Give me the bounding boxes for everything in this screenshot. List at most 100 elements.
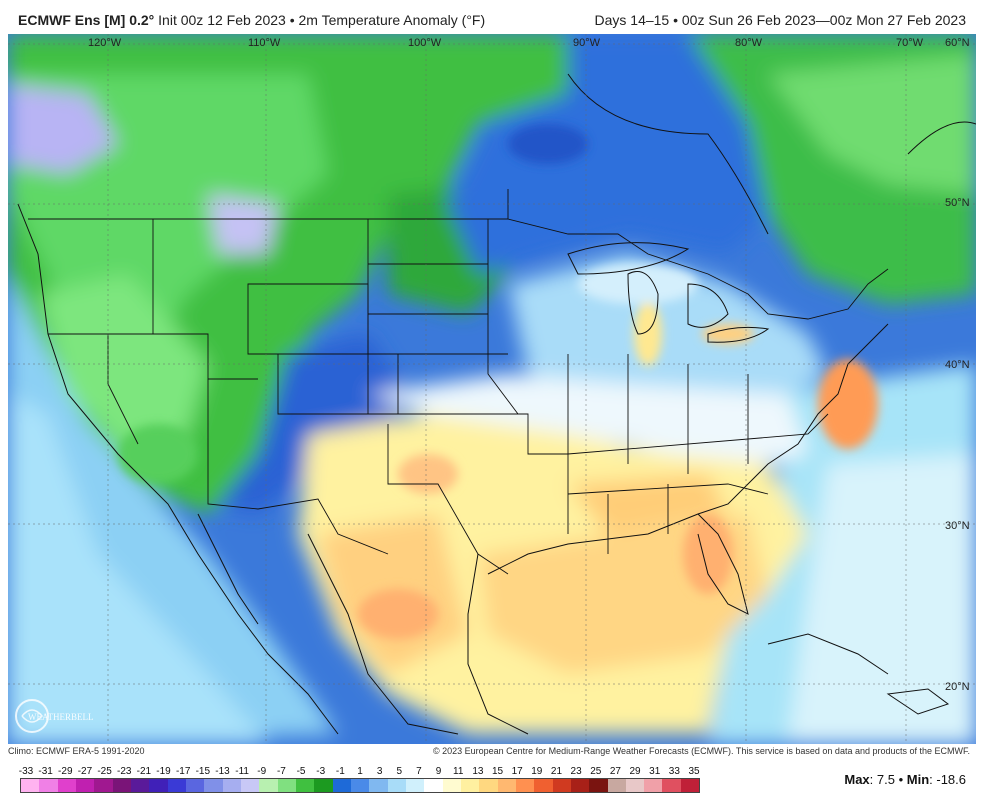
montana-lavender (208, 194, 278, 254)
legend-swatch (112, 779, 131, 792)
hudson-blue (448, 34, 768, 274)
legend-swatch (680, 779, 700, 792)
lake-erie (707, 326, 770, 343)
legend-tick-label: -3 (316, 766, 326, 777)
init-text: Init 00z 12 Feb 2023 • 2m Temperature An… (154, 12, 486, 28)
legend-swatch (625, 779, 645, 792)
legend-swatch (75, 779, 95, 792)
legend-tick-label: -7 (276, 766, 286, 777)
cuba (767, 633, 889, 675)
legend-tick-label: -33 (18, 766, 34, 777)
texas-panhandle-orange (398, 454, 458, 494)
legend-swatch (167, 779, 186, 792)
graticule (8, 34, 976, 744)
lat-label-60n: 60°N (945, 37, 970, 49)
legend-tick-label: 1 (357, 766, 363, 777)
legend-tick-label: -1 (335, 766, 345, 777)
legend-swatch (589, 779, 608, 792)
legend-tick-label: 31 (649, 766, 661, 777)
legend-tick-label: 19 (531, 766, 543, 777)
logo-text: WEATHERBELL (28, 712, 94, 722)
legend-tick-label: -23 (117, 766, 132, 777)
degree-symbol: ° (148, 12, 155, 28)
legend-tick-label: 33 (668, 766, 680, 777)
legend-tick-label: 29 (629, 766, 641, 777)
legend-swatch (332, 779, 351, 792)
lake-superior (567, 242, 690, 275)
legend-tick-label: 27 (609, 766, 621, 777)
legend-tick-label: -15 (195, 766, 211, 777)
legend-swatch (314, 779, 333, 792)
political-borders (28, 189, 889, 575)
lake-superior-pale (578, 264, 698, 304)
valid-time: Days 14–15 • 00z Sun 26 Feb 2023—00z Mon… (594, 12, 967, 28)
gulf-states-line (567, 483, 769, 495)
lat-label-20n: 20°N (945, 681, 970, 693)
midwest-state-lines (567, 354, 749, 474)
legend-tick-label: -5 (296, 766, 306, 777)
min-label: Min (906, 772, 930, 787)
legend-tick-label: -31 (38, 766, 53, 777)
legend-tick-label: -9 (257, 766, 267, 777)
color-legend: -33 -31 -29 -27 -25 -23 -21 -19 -17 -15 -13 -11 -9 -7… (18, 766, 700, 793)
atlantic-pale (788, 454, 976, 744)
lat-label-50n: 50°N (945, 197, 970, 209)
legend-swatch (222, 779, 241, 792)
map-svg: 120°W 110°W 100°W 90°W 80°W 70°W 60°N 50… (8, 34, 976, 744)
bc-lavender (8, 84, 118, 174)
legend-swatch (39, 779, 58, 792)
legend-tick-label: 25 (590, 766, 602, 777)
legend-swatch (662, 779, 681, 792)
legend-swatch (515, 779, 535, 792)
florida-orange (683, 514, 733, 594)
legend-swatch (94, 779, 113, 792)
legend-swatch (534, 779, 553, 792)
chart-title: ECMWF Ens [M] 0.2° Init 00z 12 Feb 2023 … (18, 12, 485, 28)
legend-tick-label: -17 (175, 766, 191, 777)
legend-swatch (387, 779, 406, 792)
lon-label-100w: 100°W (408, 37, 442, 49)
legend-swatch (240, 779, 260, 792)
legend-tick-label: 9 (435, 766, 442, 777)
ok-ar-line (378, 413, 569, 534)
tn-nc-line (567, 413, 829, 455)
legend-swatch (570, 779, 590, 792)
legend-tick-label: 7 (416, 766, 422, 777)
max-value: : 7.5 • (869, 772, 907, 787)
mexico-west-coast (307, 533, 459, 735)
mexico-gulf-coast (467, 553, 529, 735)
lat-label-30n: 30°N (945, 520, 970, 532)
model-name: ECMWF Ens [M] 0.2 (18, 12, 149, 28)
legend-tick-label: 5 (396, 766, 403, 777)
az-mexico-border (207, 379, 389, 555)
texas-outline (387, 424, 509, 575)
max-label: Max (844, 772, 870, 787)
legend-tick-label: 15 (491, 766, 504, 777)
legend-tick-label: -25 (97, 766, 112, 777)
legend-tick-label: -13 (215, 766, 230, 777)
anomaly-field (8, 34, 976, 744)
legend-swatch (204, 779, 223, 792)
anomaly-map[interactable]: 120°W 110°W 100°W 90°W 80°W 70°W 60°N 50… (8, 34, 976, 744)
lake-michigan (627, 271, 659, 335)
hispaniola (886, 688, 950, 715)
legend-tick-label: 13 (472, 766, 484, 777)
lake-huron (687, 283, 729, 328)
pacific-coast (17, 203, 339, 735)
legend-swatch (277, 779, 296, 792)
midsouth-white (368, 374, 808, 474)
legend-swatch (460, 779, 480, 792)
lon-label-120w: 120°W (88, 37, 122, 49)
legend-tick-label: 3 (376, 766, 383, 777)
min-value: : -18.6 (929, 772, 966, 787)
legend-swatch (295, 779, 315, 792)
hudson-bay-coast (567, 73, 769, 235)
lon-label-110w: 110°W (248, 37, 281, 49)
legend-tick-label: -27 (77, 766, 93, 777)
atlantic-coast (697, 323, 889, 515)
lon-label-70w: 70°W (896, 37, 924, 49)
lon-label-80w: 80°W (735, 37, 763, 49)
legend-swatch (644, 779, 663, 792)
legend-swatch (607, 779, 626, 792)
legend-tick-label: 35 (688, 766, 700, 777)
